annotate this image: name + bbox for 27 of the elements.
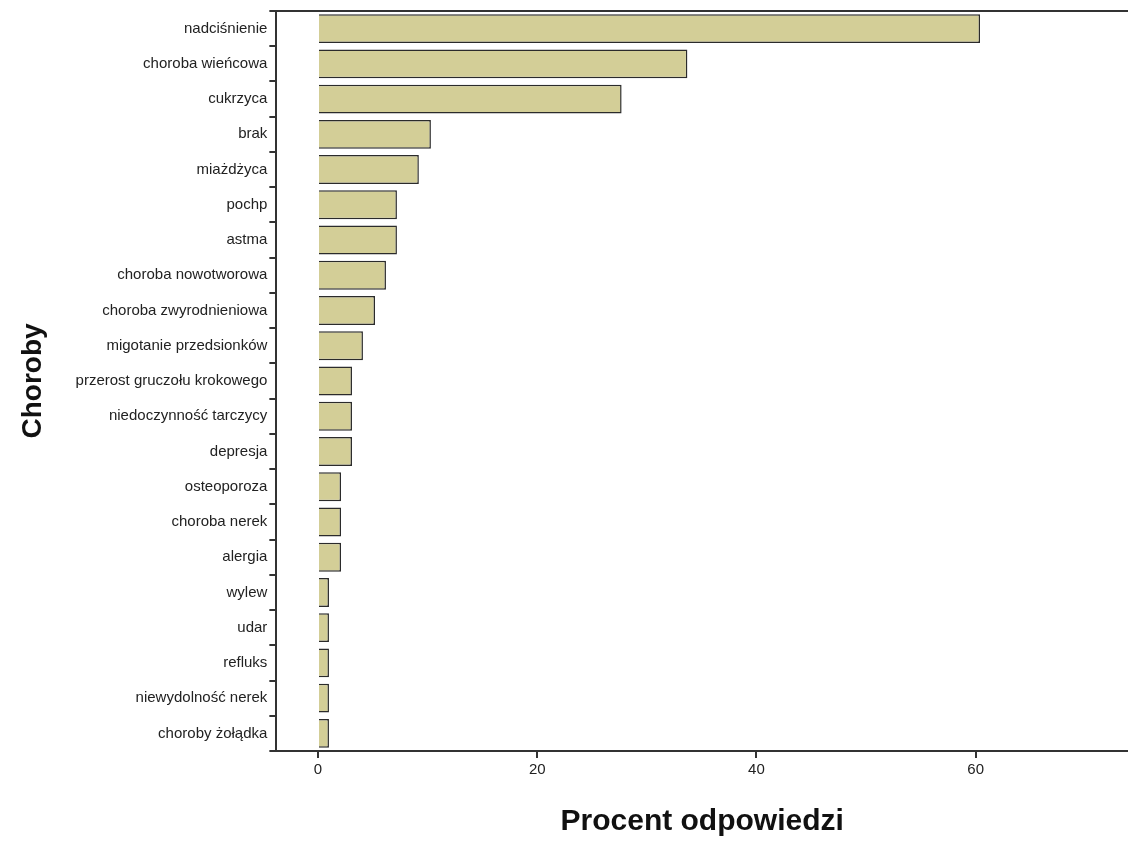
y-tick-label: choroba nowotworowa xyxy=(117,265,269,283)
y-tick-label: udar xyxy=(237,617,268,635)
y-axis-title: Choroby xyxy=(15,323,47,439)
x-axis-title: Procent odpowiedzi xyxy=(560,803,844,837)
y-tick-label: astma xyxy=(226,230,268,248)
x-tick-label: 40 xyxy=(748,760,765,778)
y-tick-label: choroba zwyrodnieniowa xyxy=(102,300,268,318)
y-tick-label: choroba wieńcowa xyxy=(143,54,268,71)
y-tick-label: niedoczynność tarczycy xyxy=(108,406,268,424)
y-tick-label: pochp xyxy=(226,194,268,212)
y-tick-label: choroby żołądka xyxy=(158,723,269,741)
y-tick-label: osteoporoza xyxy=(184,476,269,494)
x-tick-label: 0 xyxy=(313,760,323,778)
y-tick-label: choroba nerek xyxy=(171,512,268,530)
y-tick-label: depresja xyxy=(209,441,269,459)
y-tick-label: refluks xyxy=(223,653,268,671)
y-tick-label: miażdżyca xyxy=(196,159,269,177)
x-tick-label: 60 xyxy=(967,760,984,778)
y-tick-label: brak xyxy=(238,124,268,142)
x-tick-label: 20 xyxy=(528,760,546,778)
y-tick-label: nadciśnienie xyxy=(183,18,268,36)
y-tick-label: cukrzyca xyxy=(208,89,269,107)
y-tick-label: niewydolność nerek xyxy=(135,688,268,706)
y-tick-label: wylew xyxy=(225,582,268,600)
y-tick-label: przerost gruczołu krokowego xyxy=(75,371,268,389)
y-tick-label: alergia xyxy=(222,547,269,565)
y-tick-label: migotanie przedsionków xyxy=(106,335,268,353)
